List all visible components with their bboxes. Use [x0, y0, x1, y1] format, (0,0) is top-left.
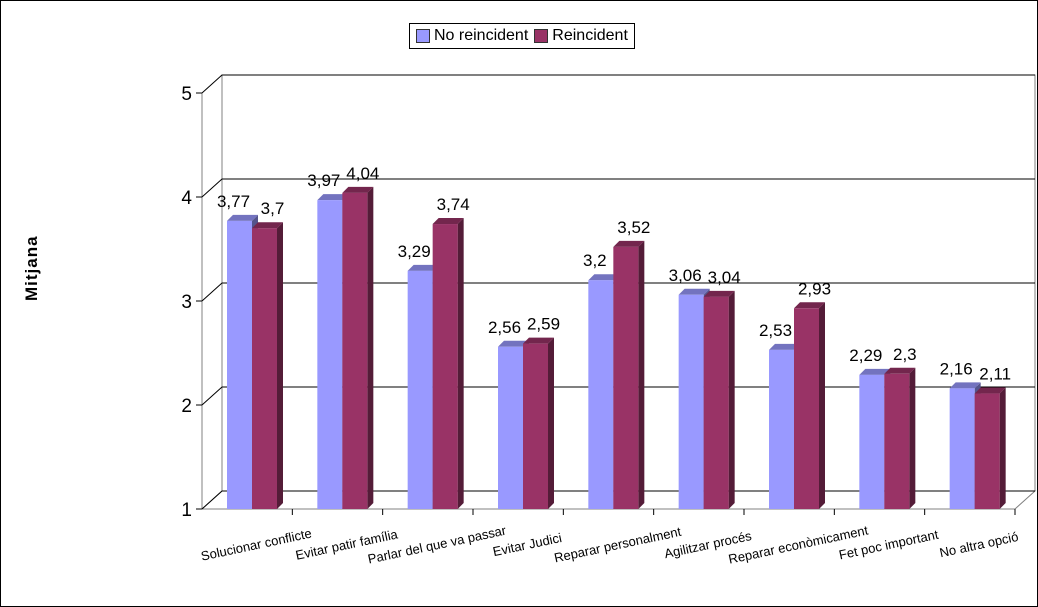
bar: [678, 294, 704, 509]
bar-top: [703, 290, 735, 297]
data-label: 3,2: [583, 251, 607, 270]
data-label: 3,7: [261, 199, 285, 218]
data-label: 3,97: [307, 171, 340, 190]
bar-side: [728, 290, 735, 509]
bar-top: [859, 368, 891, 375]
bar-side: [367, 186, 374, 509]
bar-top: [523, 337, 554, 344]
bar: [317, 200, 343, 509]
data-label: 2,29: [849, 346, 882, 365]
gridline: [201, 386, 1035, 406]
data-label: 2,11: [979, 365, 1011, 384]
legend-label-no-reincident: No reincident: [434, 27, 529, 44]
legend: No reincident Reincident: [409, 23, 635, 49]
bar: [252, 228, 277, 509]
bar-side: [277, 222, 283, 509]
bar: [407, 270, 433, 509]
bar-top: [949, 382, 981, 389]
bar-side: [909, 367, 916, 509]
x-tick-label: Reparar personalment: [553, 524, 683, 566]
bar: [974, 393, 1000, 509]
y-tick-label: 5: [181, 84, 192, 105]
data-label: 3,77: [217, 192, 250, 211]
bar: [588, 280, 614, 509]
bar: [227, 220, 252, 510]
bar-top: [769, 343, 800, 350]
bar-side: [819, 302, 825, 509]
bar: [498, 346, 523, 509]
bar-top: [613, 240, 645, 247]
y-tick-label: 1: [181, 500, 192, 521]
bar-top: [227, 214, 258, 221]
gridline: [201, 490, 1035, 510]
data-label: 3,04: [708, 268, 741, 287]
bar-top: [432, 218, 464, 225]
gridline: [201, 178, 1035, 198]
legend-swatch-reincident: [534, 29, 549, 43]
data-label: 3,74: [437, 195, 470, 214]
data-label: 2,16: [940, 359, 973, 378]
legend-label-reincident: Reincident: [552, 27, 628, 44]
bar: [613, 246, 639, 510]
bar-side: [999, 387, 1006, 509]
bar-top: [498, 340, 529, 347]
gridline: [201, 282, 1035, 302]
data-label: 2,93: [798, 279, 831, 298]
x-tick-label: No altra opció: [938, 529, 1020, 560]
legend-item-reincident: Reincident: [534, 27, 628, 45]
gridline: [201, 74, 1035, 94]
bar: [949, 388, 975, 509]
bar-top: [407, 264, 439, 271]
data-label: 2,59: [527, 315, 560, 334]
bar-top: [794, 302, 825, 309]
bar: [703, 296, 729, 509]
bar-top: [974, 387, 1006, 394]
bar-top: [884, 367, 916, 374]
bar-side: [457, 218, 464, 510]
bar-top: [678, 288, 710, 295]
bar-top: [342, 186, 374, 193]
bar-top: [252, 222, 283, 229]
bar: [794, 308, 819, 509]
data-label: 4,04: [346, 164, 379, 183]
bar-top: [317, 194, 349, 201]
bar-side: [548, 337, 554, 509]
bar: [859, 374, 885, 509]
bar: [432, 224, 458, 510]
data-label: 2,53: [759, 321, 792, 340]
data-label: 3,29: [398, 242, 431, 261]
legend-swatch-no-reincident: [416, 29, 430, 43]
y-axis-title: Mitjana: [22, 235, 41, 301]
legend-item-no-reincident: No reincident: [416, 27, 528, 45]
y-tick-label: 2: [181, 396, 192, 417]
data-label: 3,06: [669, 266, 702, 285]
data-label: 2,56: [488, 318, 521, 337]
bar: [523, 343, 548, 509]
y-tick-label: 4: [181, 188, 192, 209]
bar: [769, 349, 794, 509]
data-label: 2,3: [893, 345, 917, 364]
bar: [342, 192, 368, 509]
bar-top: [588, 274, 620, 281]
bar-side: [638, 240, 645, 510]
bar: [884, 373, 910, 509]
y-tick-label: 3: [181, 292, 192, 313]
data-label: 3,52: [617, 218, 650, 237]
